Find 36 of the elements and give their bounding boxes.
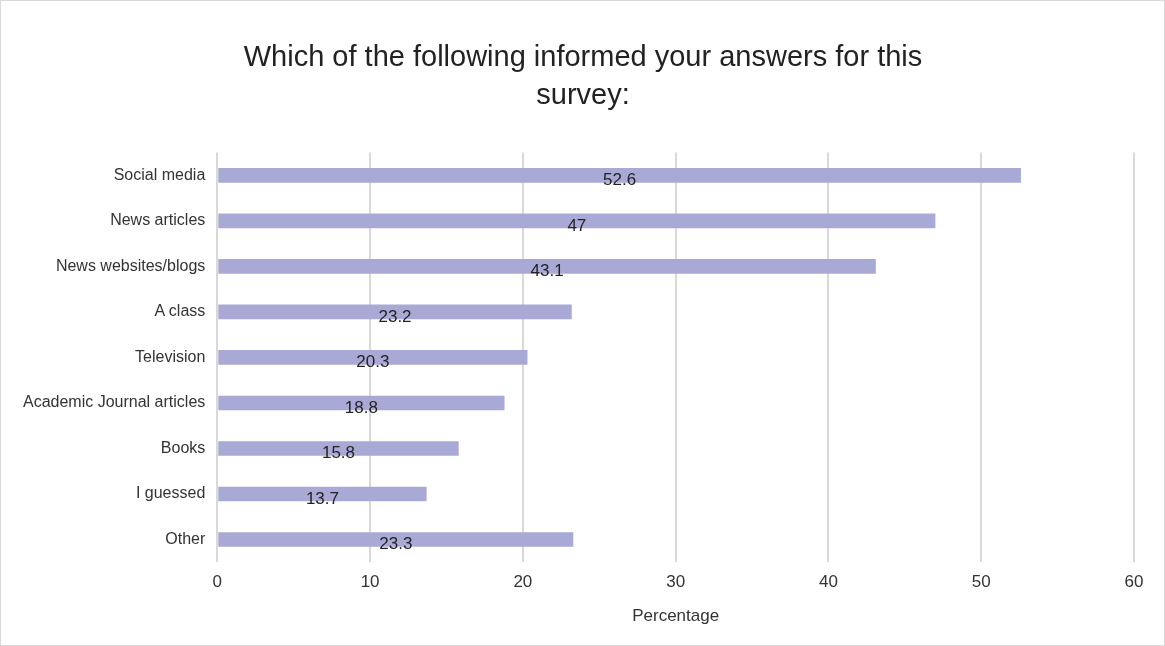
- y-tick-label: I guessed: [135, 484, 206, 502]
- x-tick-label: 40: [818, 572, 838, 592]
- y-tick-label: Academic Journal articles: [23, 393, 206, 411]
- x-tick-label: 10: [360, 572, 380, 592]
- x-tick-label: 50: [971, 572, 991, 592]
- data-label: 20.3: [356, 352, 390, 372]
- x-tick-label: 30: [666, 572, 686, 592]
- data-label: 43.1: [530, 261, 564, 281]
- bar: [218, 168, 1021, 183]
- bar: [218, 304, 572, 320]
- bar: [218, 213, 936, 229]
- data-label: 52.6: [603, 170, 637, 190]
- y-tick-label: Social media: [113, 165, 206, 183]
- bar: [218, 395, 505, 411]
- bar: [218, 259, 876, 274]
- x-tick-label: 20: [513, 572, 533, 592]
- y-tick-label: Television: [135, 347, 206, 365]
- x-axis-title: Percentage: [632, 606, 720, 626]
- x-tick-label: 0: [212, 572, 223, 592]
- data-label: 47: [567, 215, 587, 235]
- bar: [218, 441, 459, 456]
- data-label: 18.8: [344, 397, 378, 417]
- data-label: 15.8: [321, 443, 356, 463]
- x-tick-label: 60: [1124, 572, 1144, 592]
- data-label: 23.2: [378, 306, 412, 326]
- bar: [218, 532, 574, 547]
- bar: [218, 486, 427, 502]
- chart-title: Which of the following informed your answers for this survey:: [242, 39, 924, 112]
- y-tick-label: Other: [165, 529, 206, 547]
- y-tick-label: News websites/blogs: [55, 256, 206, 274]
- bar: [218, 350, 528, 365]
- data-label: 13.7: [305, 488, 339, 508]
- y-tick-label: Books: [160, 438, 206, 456]
- data-label: 23.3: [379, 534, 413, 554]
- y-tick-label: A class: [154, 302, 206, 320]
- y-tick-label: News articles: [110, 211, 206, 229]
